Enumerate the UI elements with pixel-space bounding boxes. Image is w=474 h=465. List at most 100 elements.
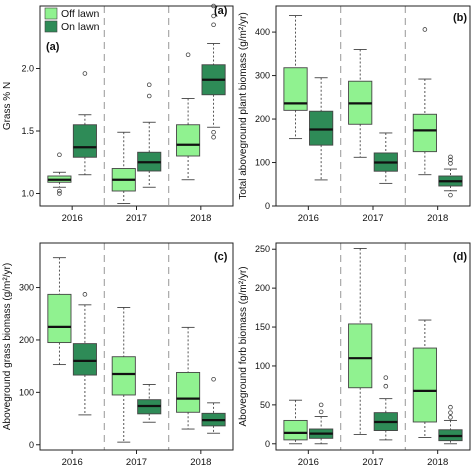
panel-letter-corner: (a) <box>214 5 228 17</box>
iqr-box <box>283 67 308 111</box>
box-off-lawn-2016 <box>283 399 308 445</box>
box-off-lawn-2017 <box>348 49 373 158</box>
x-tick-label: 2018 <box>190 457 211 465</box>
y-axis-label: Aboveground grass biomass (g/m²/yr) <box>2 263 13 430</box>
y-tick-label: 50 <box>260 400 270 410</box>
panel-letter: (a) <box>46 41 60 53</box>
outlier-point <box>211 134 216 140</box>
box-on-lawn-2017 <box>137 82 162 188</box>
x-tick-label: 2018 <box>427 457 448 465</box>
iqr-box <box>176 124 201 157</box>
x-tick-label: 2016 <box>62 213 83 224</box>
y-tick-label: 0 <box>29 440 34 450</box>
x-tick-label: 2016 <box>62 457 83 465</box>
x-tick-label: 2017 <box>362 213 383 224</box>
y-tick-label: 100 <box>255 158 270 168</box>
plot-frame <box>275 242 471 451</box>
iqr-box <box>176 371 201 413</box>
outlier-point <box>82 292 88 297</box>
box-off-lawn-2017 <box>348 247 373 435</box>
outlier-point <box>383 375 389 380</box>
box-off-lawn-2018 <box>176 52 201 181</box>
box-on-lawn-2017 <box>373 375 398 441</box>
outlier-point <box>211 376 216 382</box>
outlier-point <box>318 402 324 408</box>
y-tick-label: 1.5 <box>21 126 34 136</box>
panel-letter: (b) <box>453 12 467 24</box>
box-on-lawn-2017 <box>137 384 162 423</box>
outlier-point <box>57 191 62 196</box>
outlier-point <box>448 157 453 163</box>
iqr-box <box>412 347 437 423</box>
box-on-lawn-2017 <box>373 132 398 184</box>
y-tick-label: 100 <box>255 361 270 371</box>
iqr-box <box>72 343 97 376</box>
x-tick-label: 2017 <box>126 457 147 465</box>
box-on-lawn-2016 <box>72 292 97 416</box>
y-tick-label: 2.0 <box>21 64 34 74</box>
x-tick-label: 2017 <box>362 457 383 465</box>
panel-2: 0 100 200 300 400 2016 2017 2018 Total abovegrou… <box>238 5 471 224</box>
box-on-lawn-2016 <box>309 77 334 181</box>
y-tick-label: 300 <box>19 283 34 293</box>
y-axis-label: Aboveground forb biomass (g/m²/yr) <box>238 266 249 426</box>
legend-swatch <box>44 20 58 33</box>
outlier-point <box>185 52 191 58</box>
outlier-point <box>211 13 216 19</box>
x-tick-label: 2017 <box>126 213 147 224</box>
outlier-point <box>448 154 453 160</box>
panel-4: 0 50 100 150 200 250 2016 2017 2018 Aboveground f… <box>238 242 471 465</box>
y-tick-label: 150 <box>255 322 270 332</box>
y-axis-label: Grass % N <box>2 82 13 130</box>
iqr-box <box>348 323 373 389</box>
y-axis-label: Total aboveground plant biomass (g/m²/yr… <box>238 12 249 199</box>
outlier-point <box>448 415 453 420</box>
box-off-lawn-2017 <box>111 131 136 204</box>
outlier-point <box>57 152 62 158</box>
box-off-lawn-2018 <box>412 319 437 438</box>
iqr-box <box>111 356 136 396</box>
box-on-lawn-2018 <box>438 154 463 198</box>
x-tick-label: 2016 <box>298 213 319 224</box>
outlier-point <box>211 129 216 135</box>
outlier-point <box>448 192 453 198</box>
y-tick-label: 100 <box>19 387 34 397</box>
outlier-point <box>146 82 152 88</box>
y-tick-label: 200 <box>255 114 270 124</box>
x-tick-label: 2018 <box>427 213 448 224</box>
iqr-box <box>47 293 72 344</box>
iqr-box <box>72 124 97 158</box>
y-tick-label: 1.0 <box>21 189 34 199</box>
box-off-lawn-2016 <box>47 152 72 196</box>
y-tick-label: 0 <box>265 201 270 211</box>
box-on-lawn-2018 <box>201 376 226 434</box>
box-on-lawn-2016 <box>309 402 334 445</box>
outlier-point <box>57 188 62 194</box>
outlier-point <box>318 409 324 415</box>
box-off-lawn-2018 <box>412 27 437 176</box>
outlier-point <box>383 383 389 389</box>
box-on-lawn-2018 <box>201 3 226 140</box>
box-off-lawn-2018 <box>176 326 201 430</box>
y-tick-label: 400 <box>255 27 270 37</box>
iqr-box <box>412 113 437 153</box>
box-off-lawn-2017 <box>111 307 136 443</box>
outlier-point <box>211 22 216 28</box>
panel-letter: (c) <box>214 251 228 263</box>
box-on-lawn-2016 <box>72 71 97 176</box>
panel-3: 0 100 200 300 2016 2017 2018 Aboveground grass … <box>2 242 234 465</box>
box-off-lawn-2016 <box>283 15 308 140</box>
box-off-lawn-2016 <box>47 257 72 366</box>
panel-letter: (d) <box>453 251 467 263</box>
x-tick-label: 2018 <box>190 213 211 224</box>
y-tick-label: 0 <box>265 439 270 449</box>
outlier-point <box>146 93 152 99</box>
outlier-point <box>422 27 428 32</box>
y-tick-label: 200 <box>19 335 34 345</box>
panel-1: 1.0 1.5 2.0 2016 2017 2018 Grass % N (a) <box>2 3 234 224</box>
outlier-point <box>448 410 453 415</box>
iqr-box <box>283 419 308 441</box>
box-on-lawn-2018 <box>438 404 463 445</box>
